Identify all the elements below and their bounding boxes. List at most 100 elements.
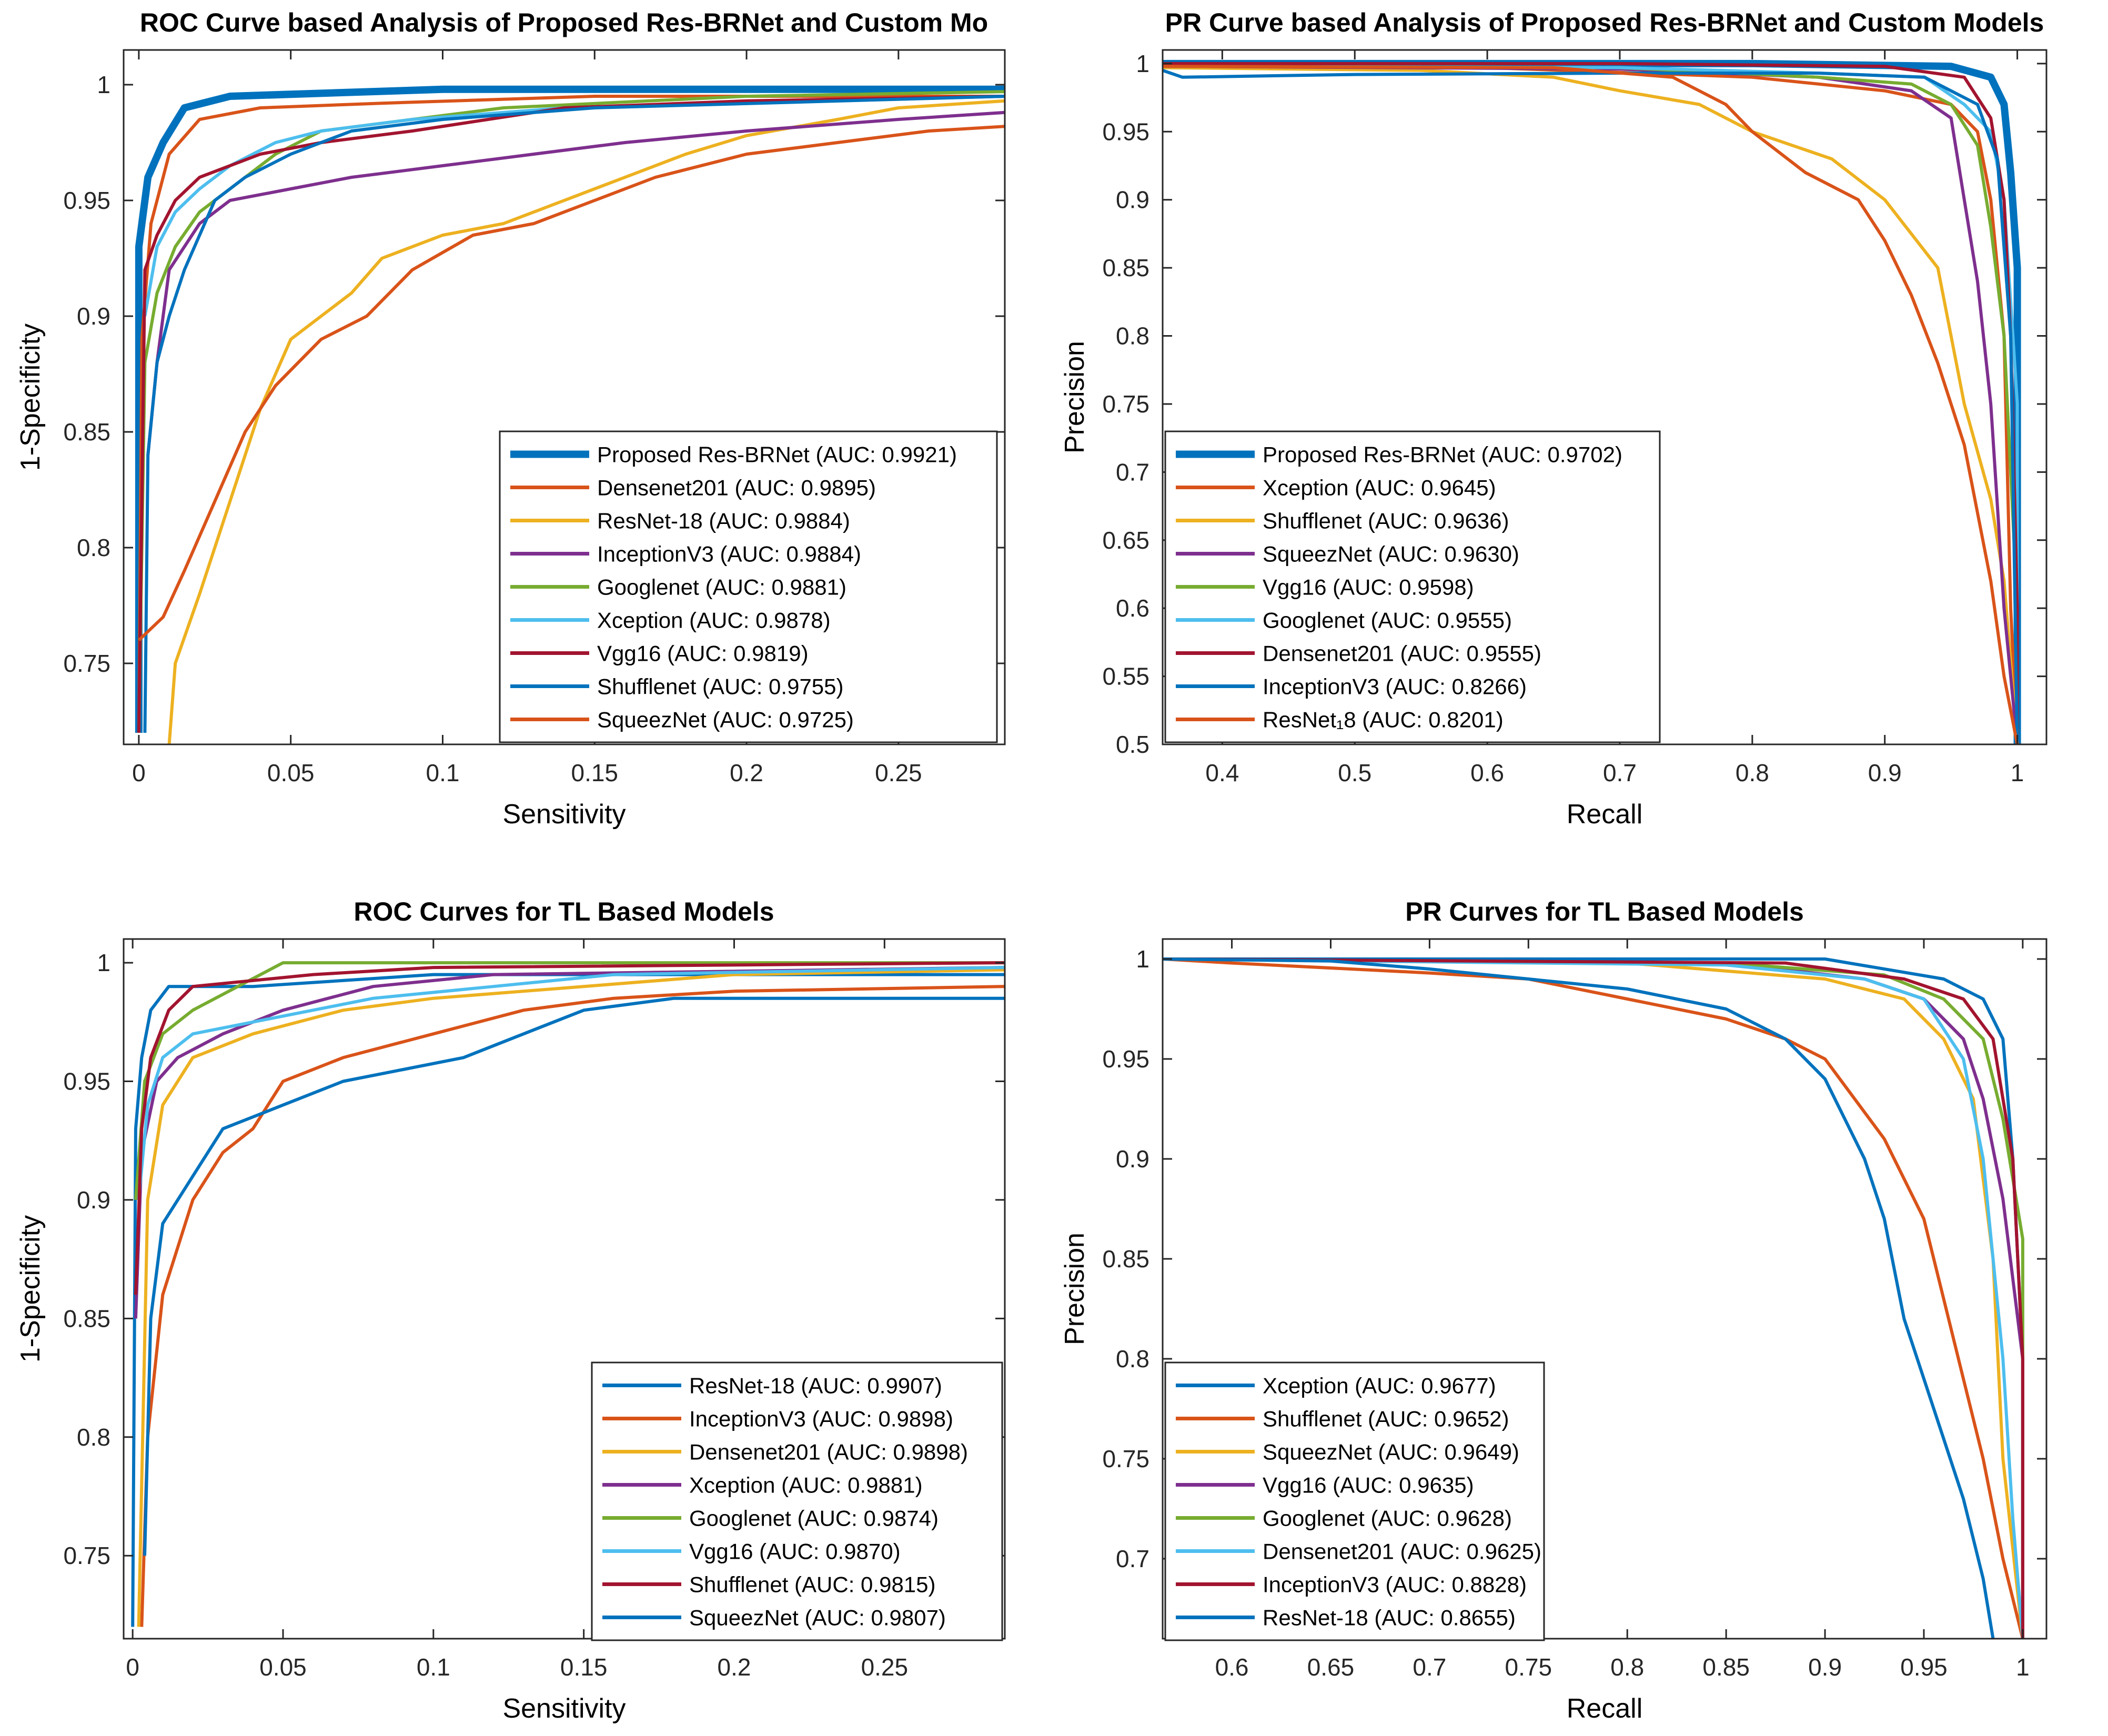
legend-entry-4: Googlenet (AUC: 0.9881): [597, 575, 846, 600]
series-line-1: [1163, 957, 2024, 1639]
series-line-0: [135, 85, 1005, 733]
legend-entry-1: Densenet201 (AUC: 0.9895): [597, 476, 876, 500]
x-axis-label: Recall: [1567, 799, 1643, 830]
x-tick-label: 0.65: [1307, 1653, 1355, 1681]
y-tick-label: 0.95: [1102, 1045, 1149, 1073]
legend-entry-6: Shufflenet (AUC: 0.9815): [689, 1572, 936, 1597]
series-line-7: [1163, 957, 1995, 1639]
legend-entry-8: ResNet₁8 (AUC: 0.8201): [1263, 708, 1504, 732]
legend-entry-0: Proposed Res-BRNet (AUC: 0.9921): [597, 442, 957, 467]
series-line-0: [131, 973, 1005, 1627]
series-line-4: [134, 961, 1005, 1200]
x-tick-label: 0.05: [259, 1653, 307, 1681]
plot-frame: [123, 49, 1006, 745]
x-axis-label: Sensitivity: [502, 1693, 626, 1724]
legend-entry-3: SqueezNet (AUC: 0.9630): [1263, 542, 1519, 567]
legend-entry-1: Shufflenet (AUC: 0.9652): [1263, 1407, 1509, 1431]
plot-frame: [1162, 938, 2048, 1640]
series-line-2: [1163, 957, 2024, 1639]
y-tick-label: 0.8: [77, 1424, 110, 1451]
series-line-3: [146, 110, 1005, 456]
y-tick-label: 0.75: [1102, 1445, 1149, 1472]
y-tick-label: 0.75: [63, 1542, 110, 1569]
series-line-5: [1163, 957, 2024, 1639]
chart-title: ROC Curves for TL Based Models: [354, 897, 774, 926]
legend: ResNet-18 (AUC: 0.9907) InceptionV3 (AUC:…: [591, 1361, 1003, 1641]
y-tick-label: 1: [1136, 50, 1149, 77]
y-tick-label: 0.8: [1116, 1345, 1149, 1372]
x-tick-label: 0.2: [718, 1653, 751, 1681]
y-tick-label: 0.9: [77, 302, 110, 330]
legend-entry-6: Densenet201 (AUC: 0.9555): [1263, 641, 1541, 666]
legend-entry-4: Googlenet (AUC: 0.9628): [1263, 1506, 1512, 1531]
legend-entry-0: Proposed Res-BRNet (AUC: 0.9702): [1263, 442, 1622, 467]
legend-entry-6: Vgg16 (AUC: 0.9819): [597, 641, 809, 666]
y-tick-label: 0.75: [1102, 390, 1149, 418]
y-tick-label: 0.85: [63, 418, 110, 446]
x-tick-label: 0.6: [1215, 1653, 1249, 1681]
y-tick-label: 0.85: [1102, 1245, 1149, 1273]
x-tick-label: 0.7: [1413, 1653, 1446, 1681]
y-tick-label: 0.65: [1102, 527, 1149, 554]
legend-entry-6: InceptionV3 (AUC: 0.8828): [1263, 1572, 1527, 1597]
x-tick-label: 0.8: [1736, 759, 1769, 786]
chart-title: PR Curve based Analysis of Proposed Res-…: [1165, 8, 2044, 37]
legend: Proposed Res-BRNet (AUC: 0.9921) Densenet…: [499, 430, 998, 743]
panel-roc-tl: ROC Curves for TL Based Models 0 0.05 0.1 0.…: [15, 897, 1006, 1724]
series-line-7: [143, 996, 1005, 1556]
series-line-5: [137, 966, 1005, 1200]
series-line-7: [1163, 68, 2019, 744]
series-line-8: [1163, 65, 2019, 744]
legend-entry-1: Xception (AUC: 0.9645): [1263, 476, 1496, 500]
y-tick-label: 0.7: [1116, 1545, 1149, 1572]
panel-pr-tl: PR Curves for TL Based Models 0.6 0.65 0.7 0…: [1060, 897, 2048, 1724]
legend-entry-4: Googlenet (AUC: 0.9874): [689, 1506, 939, 1531]
legend-entry-3: Vgg16 (AUC: 0.9635): [1263, 1473, 1474, 1498]
y-tick-label: 1: [97, 949, 110, 976]
legend-entry-3: Xception (AUC: 0.9881): [689, 1473, 923, 1498]
legend-entry-0: ResNet-18 (AUC: 0.9907): [689, 1374, 942, 1398]
legend-entry-2: Densenet201 (AUC: 0.9898): [689, 1440, 968, 1465]
legend-entry-2: Shufflenet (AUC: 0.9636): [1263, 509, 1509, 533]
x-tick-label: 1: [2016, 1653, 2030, 1681]
y-tick-label: 1: [97, 71, 110, 98]
series-line-5: [1163, 65, 2019, 744]
x-tick-label: 0.7: [1603, 759, 1637, 786]
x-tick-label: 0.25: [875, 759, 922, 786]
y-tick-label: 0.7: [1116, 458, 1149, 486]
series-line-4: [1163, 957, 2024, 1639]
series-line-4: [137, 90, 1005, 733]
x-tick-label: 0.15: [571, 759, 618, 786]
x-tick-label: 0.05: [267, 759, 315, 786]
x-axis-label: Sensitivity: [502, 799, 626, 830]
y-tick-label: 0.85: [1102, 254, 1149, 281]
series-line-2: [1163, 66, 2019, 744]
x-tick-label: 0.2: [730, 759, 763, 786]
legend-entry-2: ResNet-18 (AUC: 0.9884): [597, 509, 850, 533]
panel-pr-custom: PR Curve based Analysis of Proposed Res-…: [1060, 8, 2048, 830]
y-tick-label: 0.5: [1116, 731, 1149, 758]
x-tick-label: 0.1: [426, 759, 459, 786]
legend-entry-1: InceptionV3 (AUC: 0.9898): [689, 1407, 953, 1431]
x-tick-label: 0.75: [1505, 1653, 1552, 1681]
x-tick-label: 0.4: [1205, 759, 1239, 786]
y-tick-label: 0.95: [63, 187, 110, 214]
y-tick-label: 0.9: [1116, 1145, 1149, 1173]
x-tick-label: 0: [132, 759, 146, 786]
y-tick-label: 0.85: [63, 1305, 110, 1332]
y-tick-label: 0.75: [63, 650, 110, 677]
legend-entry-5: Googlenet (AUC: 0.9555): [1263, 608, 1512, 633]
legend: Xception (AUC: 0.9677) Shufflenet (AUC: 0…: [1164, 1361, 1545, 1641]
legend-box: [591, 1361, 1003, 1641]
legend-entry-7: Shufflenet (AUC: 0.9755): [597, 674, 844, 699]
chart-title: PR Curves for TL Based Models: [1405, 897, 1804, 926]
series-line-1: [140, 985, 1005, 1627]
x-tick-label: 0.25: [861, 1653, 909, 1681]
y-tick-label: 0.95: [1102, 118, 1149, 145]
y-tick-label: 0.6: [1116, 594, 1149, 622]
series-line-6: [1163, 957, 2024, 1639]
y-tick-label: 0.9: [77, 1186, 110, 1214]
y-tick-label: 0.8: [1116, 322, 1149, 350]
x-tick-label: 0.9: [1808, 1653, 1842, 1681]
